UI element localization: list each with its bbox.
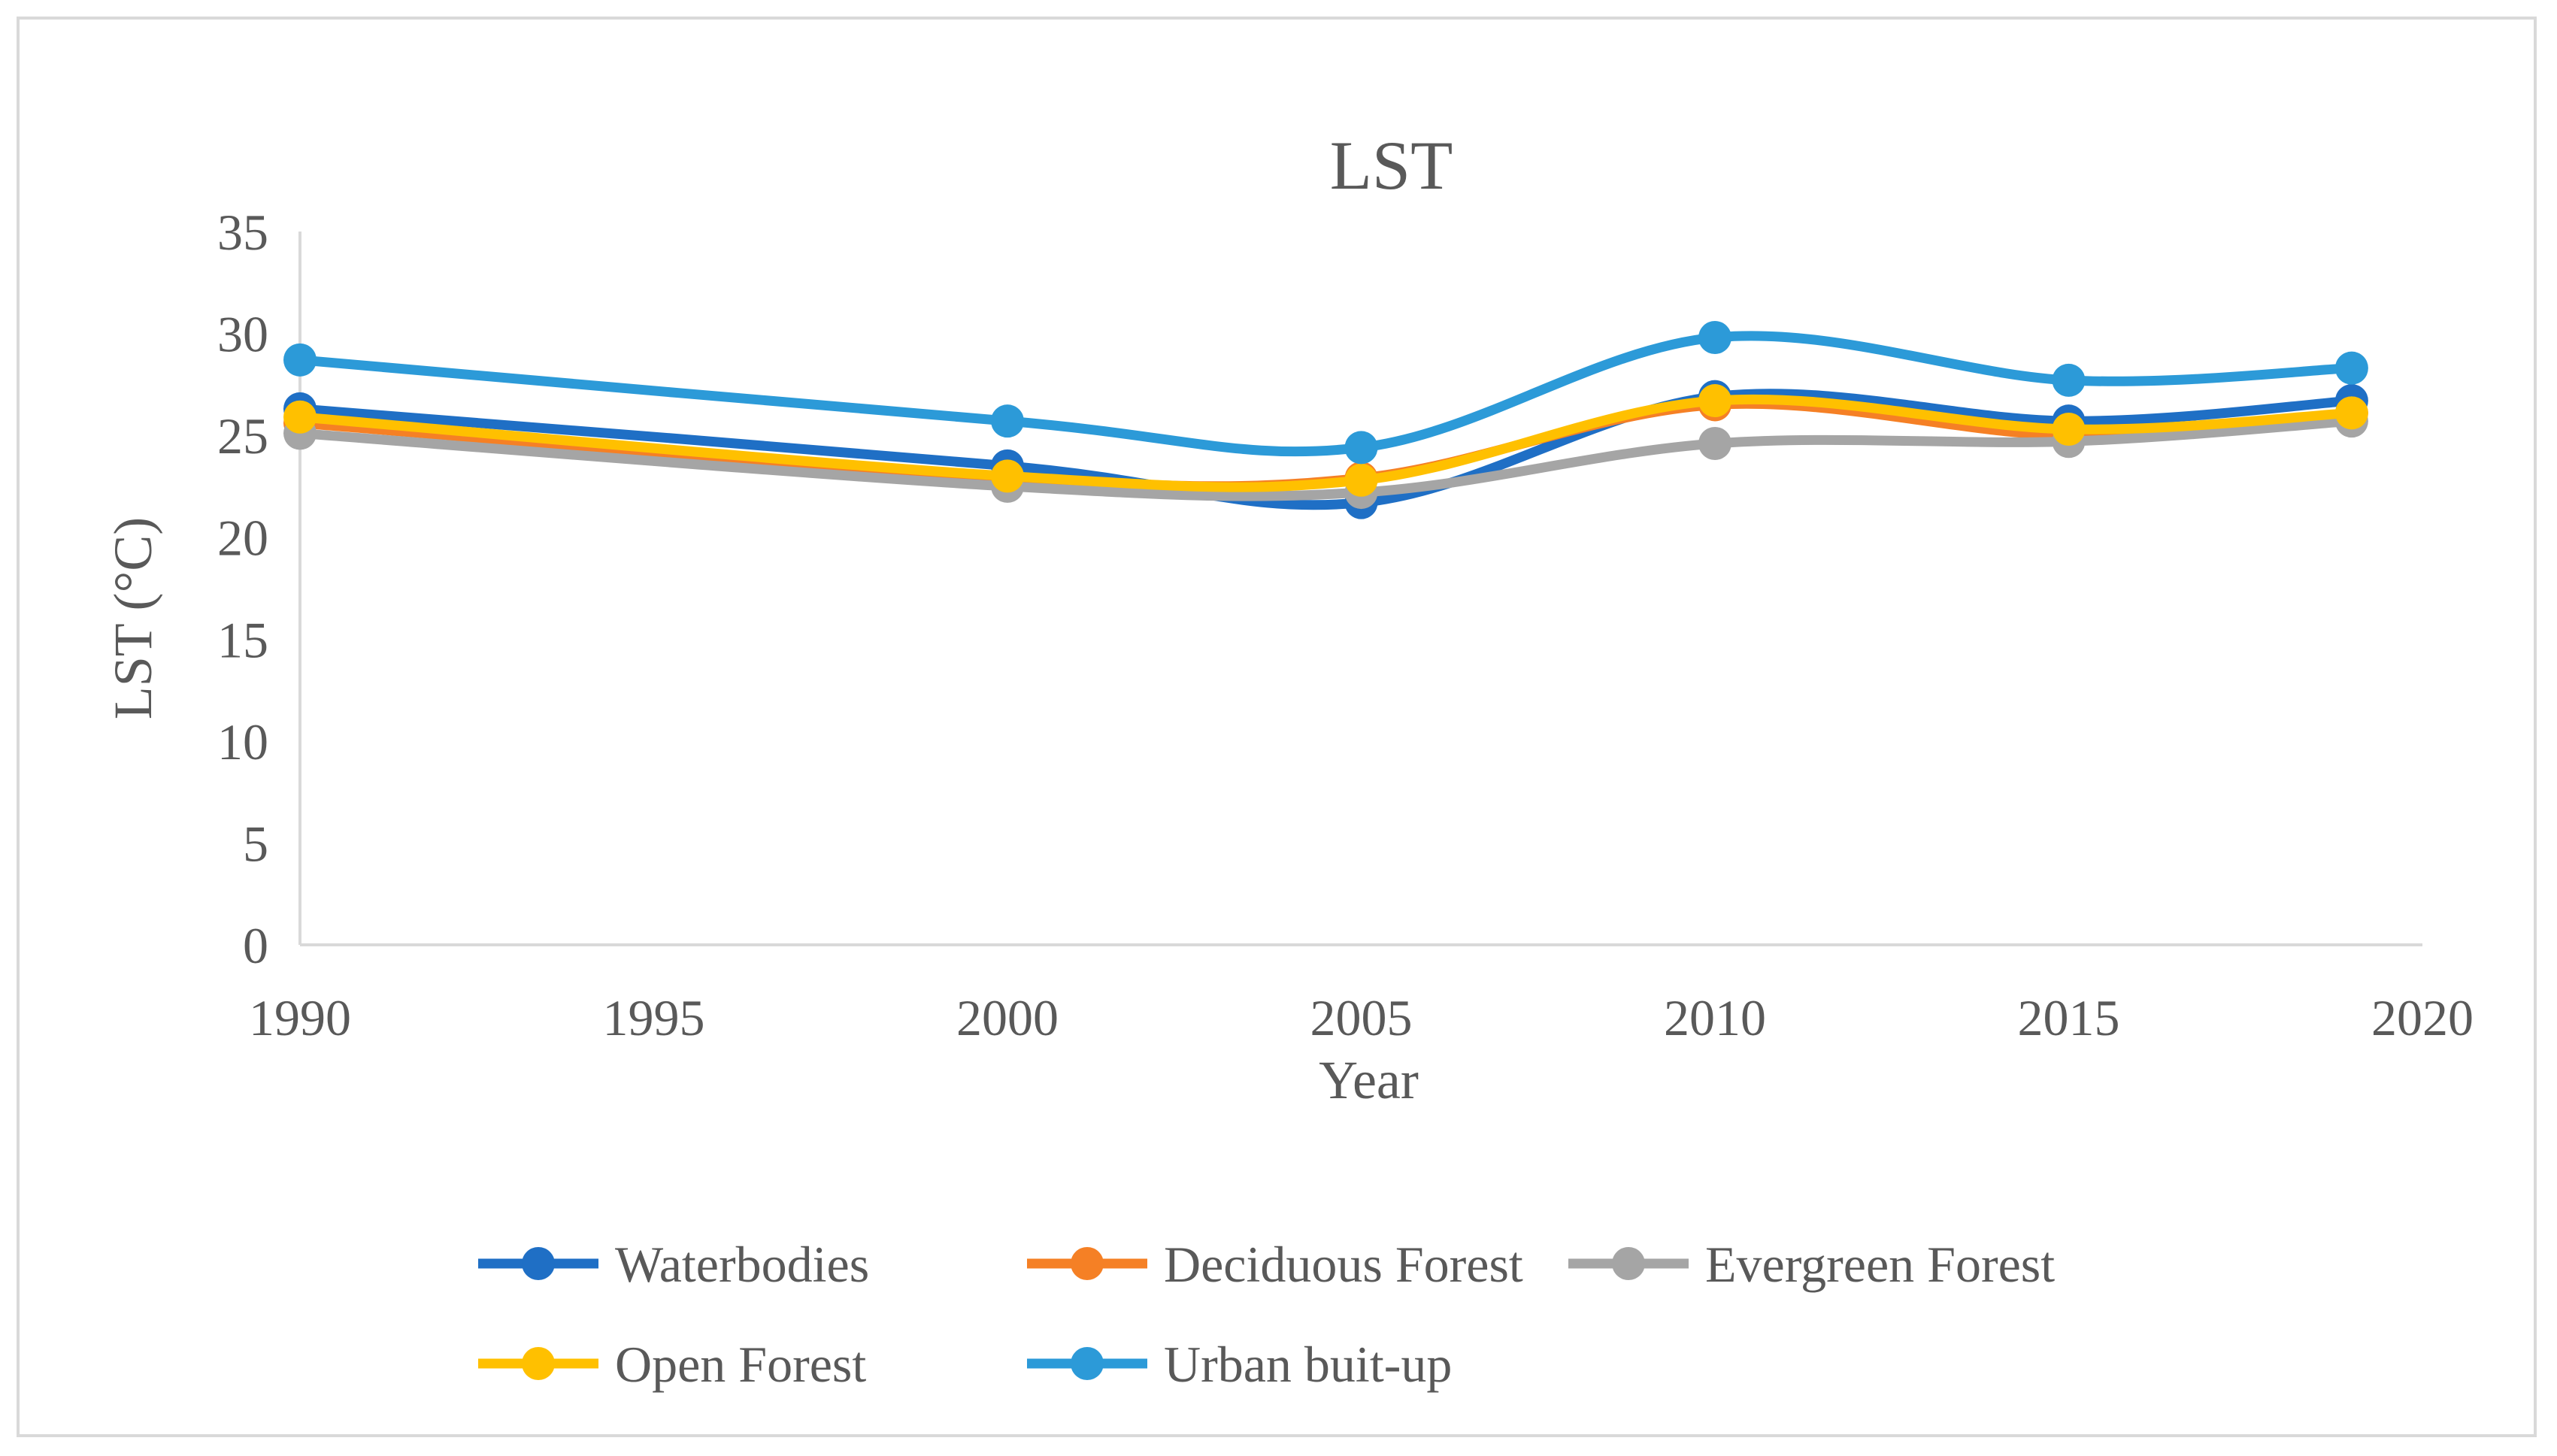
legend-marker	[522, 1247, 555, 1280]
legend-item-open-forest: Open Forest	[478, 1336, 866, 1393]
x-tick-label: 2000	[956, 989, 1059, 1046]
chart-title: LST	[1330, 127, 1453, 204]
legend-label: Open Forest	[615, 1336, 866, 1393]
legend-item-deciduous-forest: Deciduous Forest	[1027, 1236, 1523, 1293]
legend-label: Urban buit-up	[1164, 1336, 1452, 1393]
data-point-urban-buit-up	[1698, 320, 1731, 354]
data-point-open-forest	[283, 400, 317, 434]
series-layer	[283, 320, 2368, 519]
y-tick-label: 15	[217, 611, 268, 668]
y-tick-label: 30	[217, 306, 268, 363]
legend-item-urban-buit-up: Urban buit-up	[1027, 1336, 1452, 1393]
x-tick-label: 1990	[249, 989, 351, 1046]
y-tick-label: 20	[217, 510, 268, 567]
data-point-open-forest	[2334, 396, 2368, 430]
data-point-evergreen-forest	[1698, 426, 1731, 460]
x-tick-label: 2015	[2018, 989, 2120, 1046]
legend-marker	[522, 1347, 555, 1380]
x-tick-label: 1995	[603, 989, 705, 1046]
y-tick-label: 0	[243, 917, 268, 974]
x-tick-label: 2005	[1310, 989, 1413, 1046]
y-tick-label: 5	[243, 815, 268, 872]
x-tick-label: 2010	[1664, 989, 1766, 1046]
data-point-urban-buit-up	[991, 404, 1024, 438]
legend-label: Evergreen Forest	[1705, 1236, 2055, 1293]
data-point-urban-buit-up	[283, 343, 317, 377]
legend: Waterbodies Deciduous Forest Evergreen For…	[478, 1236, 2055, 1393]
legend-marker	[1612, 1247, 1645, 1280]
legend-item-evergreen-forest: Evergreen Forest	[1568, 1236, 2055, 1293]
series-urban-buit-up	[283, 320, 2368, 465]
data-point-open-forest	[1698, 384, 1731, 418]
data-point-urban-buit-up	[1344, 431, 1378, 465]
x-tick-label: 2020	[2371, 989, 2474, 1046]
data-point-urban-buit-up	[2052, 363, 2086, 397]
data-point-open-forest	[2052, 413, 2086, 446]
data-point-urban-buit-up	[2334, 351, 2368, 385]
legend-label: Deciduous Forest	[1164, 1236, 1523, 1293]
line-chart: LST LST (°C) Year 0 5 10 15 20 25 30 35 1990 1995…	[103, 127, 2474, 1393]
y-tick-label: 35	[217, 204, 268, 261]
x-axis-label: Year	[1319, 1050, 1419, 1110]
legend-label: Waterbodies	[615, 1236, 869, 1293]
series-open-forest	[283, 384, 2368, 497]
data-point-open-forest	[1344, 463, 1378, 497]
y-tick-label: 10	[217, 713, 268, 770]
legend-marker	[1071, 1347, 1104, 1380]
axes: 0 5 10 15 20 25 30 35 1990 1995 2000 2005 2010 2015 20…	[217, 204, 2474, 1046]
data-point-open-forest	[991, 459, 1024, 493]
chart-area: LST LST (°C) Year 0 5 10 15 20 25 30 35 1990 1995…	[17, 17, 2537, 1437]
y-tick-label: 25	[217, 407, 268, 465]
legend-item-waterbodies: Waterbodies	[478, 1236, 869, 1293]
legend-marker	[1071, 1247, 1104, 1280]
y-axis-label: LST (°C)	[103, 517, 163, 719]
